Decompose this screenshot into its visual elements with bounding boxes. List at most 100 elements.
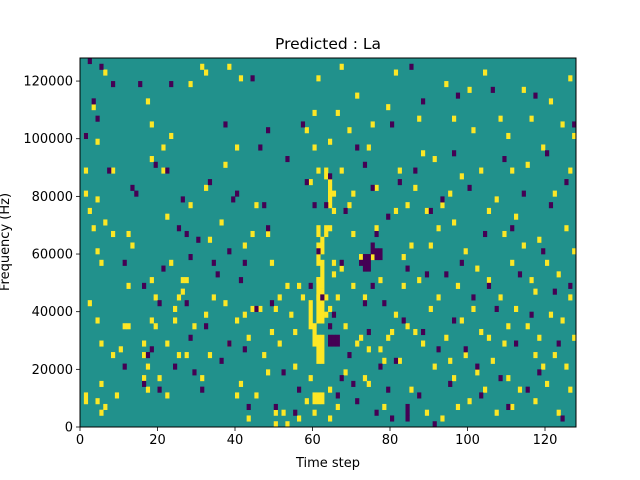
heatmap-cell-high (362, 294, 368, 301)
heatmap-cell-high (312, 323, 317, 347)
heatmap-cell-low (188, 334, 193, 341)
heatmap-cell-low (529, 311, 534, 318)
heatmap-cell-low (545, 150, 550, 157)
heatmap-cell-high (355, 92, 360, 99)
heatmap-cell-high (304, 127, 309, 134)
heatmap-cell-high (467, 398, 472, 405)
heatmap-cell-high (514, 213, 519, 220)
heatmap-cell-low (149, 346, 154, 353)
heatmap-cell-high (529, 115, 534, 122)
heatmap-cell-high (316, 167, 321, 174)
heatmap-cell-high (564, 225, 569, 232)
heatmap-cell-high (564, 363, 569, 370)
heatmap-cell-low (405, 265, 410, 272)
heatmap-cell-high (83, 392, 89, 399)
heatmap-cell-high (568, 294, 573, 301)
heatmap-cell-low (242, 259, 247, 266)
heatmap-cell-high (99, 259, 104, 266)
heatmap-cell-low (568, 282, 573, 289)
heatmap-cell-low (180, 196, 185, 203)
heatmap-cell-low (142, 282, 147, 289)
heatmap-cell-low (235, 190, 240, 197)
heatmap-cell-high (533, 288, 538, 295)
heatmap-cell-high (180, 288, 185, 295)
x-tick-label: 0 (76, 433, 84, 448)
heatmap-cell-high (169, 259, 174, 266)
heatmap-cell-high (312, 392, 317, 405)
heatmap-cell-high (320, 300, 325, 324)
heatmap-cell-high (87, 300, 92, 307)
heatmap-cell-high (393, 311, 399, 318)
heatmap-cell-high (188, 202, 193, 209)
heatmap-cell-high (463, 352, 468, 359)
heatmap-cell-high (95, 196, 100, 203)
heatmap-cell-high (331, 259, 337, 266)
heatmap-cell-high (428, 242, 433, 249)
heatmap-cell-low (328, 323, 333, 330)
heatmap-cell-high (269, 259, 275, 266)
heatmap-cell-high (510, 167, 515, 174)
heatmap-cell-high (382, 357, 387, 364)
heatmap-cell-low (463, 346, 468, 353)
heatmap-cell-low (393, 357, 399, 364)
heatmap-cell-low (242, 346, 247, 353)
heatmap-cell-low (262, 202, 267, 209)
heatmap-cell-low (343, 207, 348, 214)
heatmap-cell-high (517, 386, 523, 393)
heatmap-cell-low (138, 81, 143, 88)
x-tick-label: 20 (149, 433, 166, 448)
heatmap-cell-low (506, 403, 511, 411)
heatmap-cell-low (548, 202, 554, 209)
heatmap-cell-low (355, 398, 360, 405)
heatmap-cell-high (560, 121, 565, 128)
heatmap-cell-high (444, 334, 449, 341)
heatmap-cell-high (455, 403, 461, 411)
heatmap-cell-high (204, 69, 209, 76)
heatmap-cell-high (328, 415, 333, 422)
heatmap-cell-high (157, 375, 162, 382)
heatmap-cell-high (316, 392, 321, 405)
heatmap-cell-high (242, 311, 247, 318)
heatmap-cell-high (254, 392, 259, 399)
heatmap-cell-high (405, 202, 410, 209)
heatmap-cell-low (196, 236, 201, 243)
heatmap-cell-high (324, 167, 329, 180)
heatmap-cell-high (99, 340, 104, 347)
heatmap-cell-high (149, 121, 154, 128)
heatmap-cell-low (328, 173, 333, 180)
heatmap-cell-low (362, 254, 368, 272)
heatmap-cell-high (440, 202, 445, 209)
heatmap-cell-high (525, 323, 530, 330)
heatmap-cell-high (324, 225, 329, 238)
heatmap-cell-high (386, 104, 391, 111)
heatmap-cell-high (328, 386, 333, 393)
heatmap-cell-low (227, 248, 232, 255)
heatmap-cell-high (99, 380, 104, 387)
heatmap-cell-high (328, 305, 333, 312)
heatmap-cell-high (552, 190, 557, 197)
heatmap-cell-high (366, 380, 371, 387)
heatmap-cell-high (200, 375, 205, 382)
heatmap-cell-high (424, 409, 430, 416)
heatmap-cell-high (103, 219, 108, 226)
heatmap-cell-low (351, 380, 356, 387)
heatmap-cell-low (448, 380, 453, 387)
heatmap-cell-low (366, 254, 371, 272)
heatmap-cell-low (421, 328, 426, 336)
heatmap-cell-low (204, 323, 209, 330)
heatmap-cell-high (149, 277, 154, 284)
heatmap-cell-high (494, 196, 499, 203)
heatmap-cell-low (421, 98, 426, 105)
heatmap-cell-high (568, 75, 573, 82)
heatmap-cell-high (467, 86, 472, 93)
heatmap-cell-high (552, 352, 557, 359)
heatmap-cell-high (184, 277, 189, 284)
heatmap-cell-low (99, 63, 104, 70)
heatmap-cell-high (328, 190, 333, 209)
heatmap-cell-high (393, 69, 399, 76)
heatmap-cell-high (479, 328, 484, 336)
heatmap-cell-low (273, 403, 278, 411)
heatmap-cell-high (316, 277, 321, 301)
heatmap-cell-low (130, 184, 135, 191)
heatmap-cell-low (211, 259, 216, 266)
